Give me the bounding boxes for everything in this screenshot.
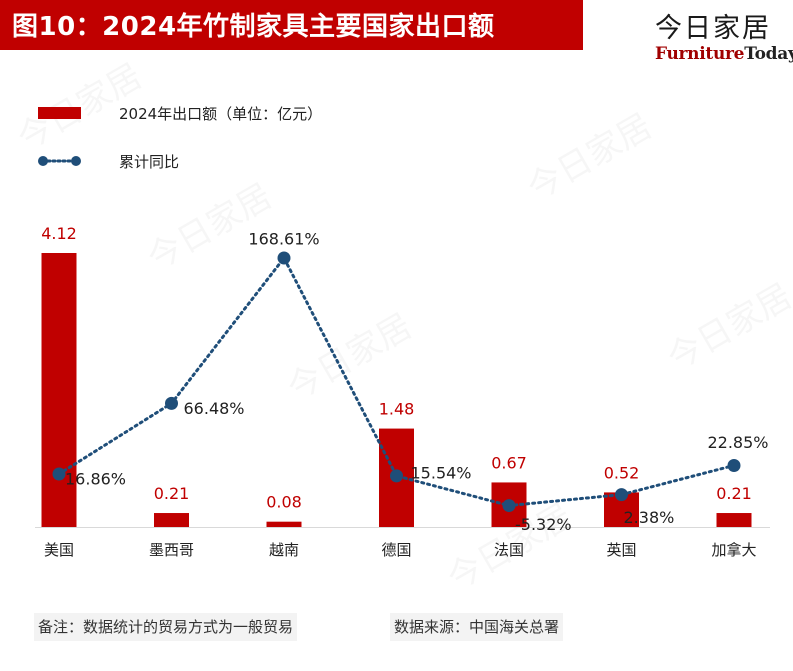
x-tick-label-5: 英国	[606, 541, 636, 559]
x-tick-label-4: 法国	[494, 541, 524, 559]
line-value-label-5: 2.38%	[624, 508, 675, 527]
legend-bar-swatch	[38, 107, 81, 119]
line-value-label-4: -5.32%	[515, 515, 572, 534]
brand-logo-en-part2: Today	[744, 44, 793, 64]
line-point-4	[502, 499, 516, 513]
bar-value-label-6: 0.21	[716, 484, 752, 503]
brand-logo-cn: 今日家居	[655, 13, 771, 44]
legend-line-swatch	[38, 156, 81, 166]
line-point-0	[52, 467, 66, 481]
x-tick-label-1: 墨西哥	[149, 541, 194, 559]
footnote-note: 备注：数据统计的贸易方式为一般贸易	[34, 613, 298, 641]
x-tick-label-2: 越南	[269, 541, 299, 559]
legend-bar-label: 2024年出口额（单位：亿元）	[119, 104, 323, 123]
line-point-2	[277, 251, 291, 265]
line-value-label-2: 168.61%	[248, 230, 319, 249]
line-value-label-0: 16.86%	[65, 470, 126, 489]
bar-1	[154, 513, 189, 527]
chart-title: 图10：2024年竹制家具主要国家出口额	[12, 12, 495, 42]
bar-6	[716, 513, 752, 527]
bar-value-label-1: 0.21	[154, 484, 190, 503]
bar-0	[41, 253, 77, 527]
x-tick-label-3: 德国	[381, 541, 411, 559]
bar-value-label-4: 0.67	[491, 453, 527, 472]
brand-logo-en-part1: Furniture	[655, 44, 745, 64]
bar-value-label-0: 4.12	[41, 224, 77, 243]
legend-line-label: 累计同比	[119, 152, 180, 171]
line-value-label-6: 22.85%	[707, 433, 768, 452]
footnote-source: 数据来源：中国海关总署	[390, 613, 564, 641]
x-tick-label-6: 加拿大	[711, 541, 756, 559]
line-value-label-3: 15.54%	[411, 463, 472, 482]
title-banner: 图10：2024年竹制家具主要国家出口额	[0, 0, 583, 50]
line-value-label-1: 66.48%	[184, 399, 245, 418]
bar-value-label-5: 0.52	[604, 463, 640, 482]
bar-value-label-2: 0.08	[266, 493, 302, 512]
line-point-6	[727, 458, 741, 472]
legend-bar-entry: 2024年出口额（单位：亿元）	[38, 103, 322, 123]
line-point-5	[615, 488, 628, 502]
line-point-3	[390, 469, 403, 483]
x-tick-label-0: 美国	[44, 541, 74, 559]
line-point-1	[165, 396, 178, 410]
legend-line-entry: 累计同比	[38, 151, 179, 171]
brand-logo-en: FurnitureToday	[655, 44, 793, 64]
bar-2	[266, 521, 302, 527]
bar-value-label-3: 1.48	[379, 400, 415, 419]
